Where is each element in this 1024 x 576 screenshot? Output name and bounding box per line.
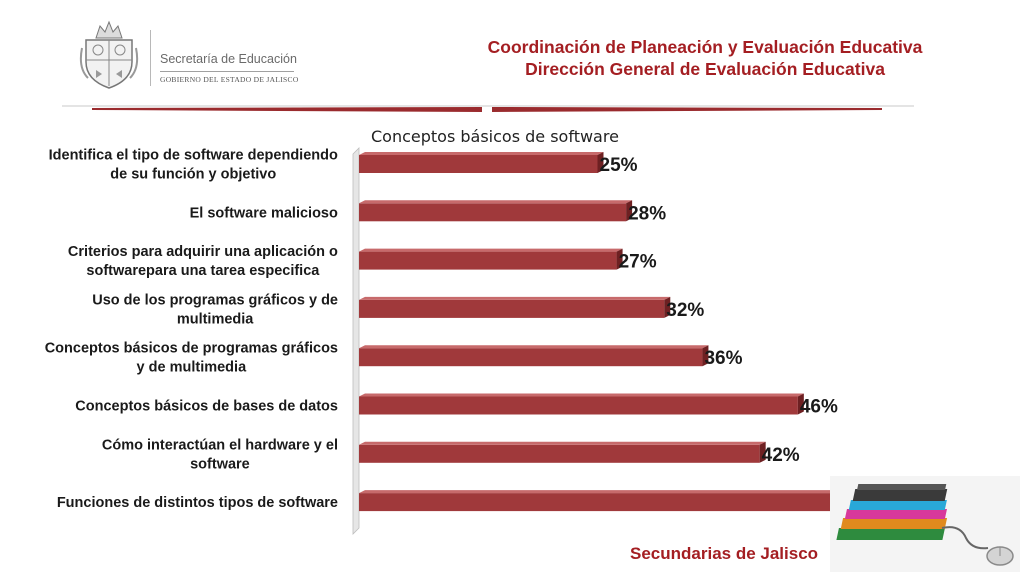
bar-group — [359, 152, 604, 173]
data-label: 25% — [600, 155, 638, 176]
bar-top-face — [359, 393, 804, 397]
jalisco-coat-of-arms-icon — [79, 20, 139, 89]
logo-divider — [150, 30, 151, 86]
bar-top-face — [359, 248, 623, 252]
data-label: 32% — [666, 300, 704, 321]
bar-group — [359, 345, 709, 367]
chart-title: Conceptos básicos de software — [371, 127, 619, 146]
bar — [359, 348, 703, 367]
bar — [359, 299, 665, 318]
category-label: El software malicioso — [190, 205, 338, 221]
bar-side-face — [597, 152, 604, 173]
category-label: Criterios para adquirir una aplicación o… — [68, 244, 338, 279]
bar — [359, 396, 798, 415]
header-divider — [62, 105, 914, 112]
bar — [359, 444, 760, 463]
logo-rule — [160, 71, 294, 72]
books-and-mouse-icon — [830, 476, 1020, 572]
data-label: 28% — [628, 203, 666, 224]
category-label: Identifica el tipo de software dependien… — [49, 148, 338, 183]
category-label: Conceptos básicos de bases de datos — [75, 399, 338, 415]
bar — [359, 203, 627, 222]
bar-top-face — [359, 296, 671, 300]
category-label: Uso de los programas gráficos y de multim… — [92, 292, 338, 327]
bar — [359, 155, 598, 173]
bar-group — [359, 296, 671, 318]
data-label: 27% — [619, 252, 657, 273]
bar-group — [359, 248, 623, 270]
bar-top-face — [359, 152, 604, 155]
bar-side-face — [626, 200, 633, 222]
bar-top-face — [359, 490, 842, 494]
bar-side-face — [702, 345, 709, 367]
bar-top-face — [359, 345, 709, 349]
bar-top-face — [359, 200, 633, 204]
page-title-line-2: Dirección General de Evaluación Educativ… — [525, 59, 885, 79]
org-subtitle: GOBIERNO DEL ESTADO DE JALISCO — [160, 75, 299, 84]
bar-group — [359, 200, 633, 222]
footer-caption: Secundarias de Jalisco — [630, 544, 819, 563]
bar-top-face — [359, 441, 766, 445]
page-title-line-1: Coordinación de Planeación y Evaluación … — [487, 37, 923, 57]
bar — [359, 251, 617, 270]
bar — [359, 493, 836, 512]
page-title: Coordinación de Planeación y Evaluación … — [420, 36, 990, 80]
bar-side-face — [664, 296, 671, 318]
category-label: Conceptos básicos de programas gráficos y… — [45, 341, 338, 376]
data-label: 46% — [800, 397, 838, 418]
logo-area: Secretaría de Educación GOBIERNO DEL EST… — [78, 18, 318, 98]
bar-group — [359, 393, 804, 415]
data-label: 36% — [704, 348, 742, 369]
category-label: Cómo interactúan el hardware y el softwar… — [102, 437, 338, 472]
bar-side-face — [616, 248, 623, 270]
data-label: 42% — [762, 445, 800, 466]
bar-group — [359, 441, 766, 463]
category-label: Funciones de distintos tipos de software — [57, 495, 338, 511]
bar-side-face — [759, 441, 766, 463]
bar-side-face — [797, 393, 804, 415]
y-axis-line — [352, 147, 360, 535]
bar-group — [359, 490, 842, 512]
org-name: Secretaría de Educación — [160, 52, 297, 66]
